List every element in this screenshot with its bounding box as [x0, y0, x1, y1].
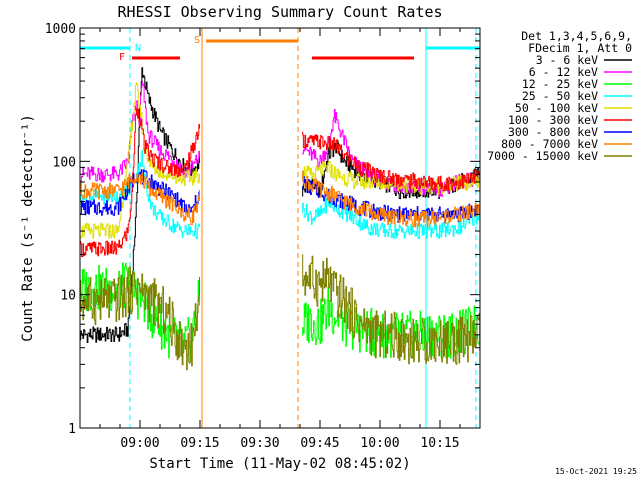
annotation-f: F: [119, 52, 125, 63]
legend-entry-label: 3 - 6 keV: [536, 53, 598, 67]
series-line: [80, 266, 200, 371]
series-800-7000kev: [80, 170, 481, 228]
x-tick-label: 09:45: [300, 436, 339, 451]
series-line: [80, 81, 200, 183]
x-axis-label: Start Time (11-May-02 08:45:02): [149, 456, 410, 472]
legend-entry-label: 800 - 7000 keV: [501, 137, 598, 151]
series-line: [80, 172, 200, 226]
series-line: [302, 131, 481, 192]
series-line: [80, 108, 200, 258]
series-line: [80, 150, 200, 239]
data-layer: FN S: [79, 28, 481, 428]
annotation-n: N: [135, 43, 141, 54]
y-tick-label: 10: [60, 289, 76, 304]
series-line: [302, 170, 481, 228]
x-tick-label: 10:00: [360, 436, 399, 451]
series-25-50kev: [80, 150, 481, 239]
series-line: [302, 197, 481, 239]
chart-title: RHESSI Observing Summary Count Rates: [117, 3, 442, 21]
annotation-s: S: [194, 35, 200, 46]
series-7000-15000kev: [80, 254, 481, 371]
legend-entry-label: 300 - 800 keV: [508, 125, 598, 139]
x-tick-label: 09:00: [120, 436, 159, 451]
y-tick-label: 100: [53, 155, 76, 170]
series-line: [302, 109, 481, 198]
legend-entry-label: 50 - 100 keV: [515, 101, 598, 115]
y-axis-label: Count Rate (s⁻¹ detector⁻¹): [20, 114, 36, 342]
legend-entry-label: 12 - 25 keV: [522, 77, 598, 91]
footer-timestamp: 15-Oct-2021 19:25: [555, 467, 637, 476]
axes-layer: 09:00 09:15 09:30 09:45 10:00 10:15 1 10 100 1000: [45, 22, 481, 451]
legend-header-line-2: FDecim 1, Att 0: [528, 41, 632, 55]
series-3-6kev: [80, 67, 481, 343]
legend-entry-label: 25 - 50 keV: [522, 89, 598, 103]
series-line: [302, 254, 481, 365]
series-line: [80, 169, 200, 216]
x-tick-label: 10:15: [420, 436, 459, 451]
y-tick-label: 1000: [45, 22, 76, 37]
legend-entry-label: 7000 - 15000 keV: [487, 149, 598, 163]
x-tick-label: 09:15: [180, 436, 219, 451]
y-tick-label: 1: [68, 422, 76, 437]
x-tick-label: 09:30: [240, 436, 279, 451]
legend-header-line-1: Det 1,3,4,5,6,9,: [521, 29, 632, 43]
series-6-12kev: [80, 81, 481, 198]
series-100-300kev: [80, 108, 481, 258]
legend-entry-label: 6 - 12 keV: [529, 65, 598, 79]
legend-entry-label: 100 - 300 keV: [508, 113, 598, 127]
series-line: [80, 82, 200, 239]
series-line: [302, 286, 481, 359]
